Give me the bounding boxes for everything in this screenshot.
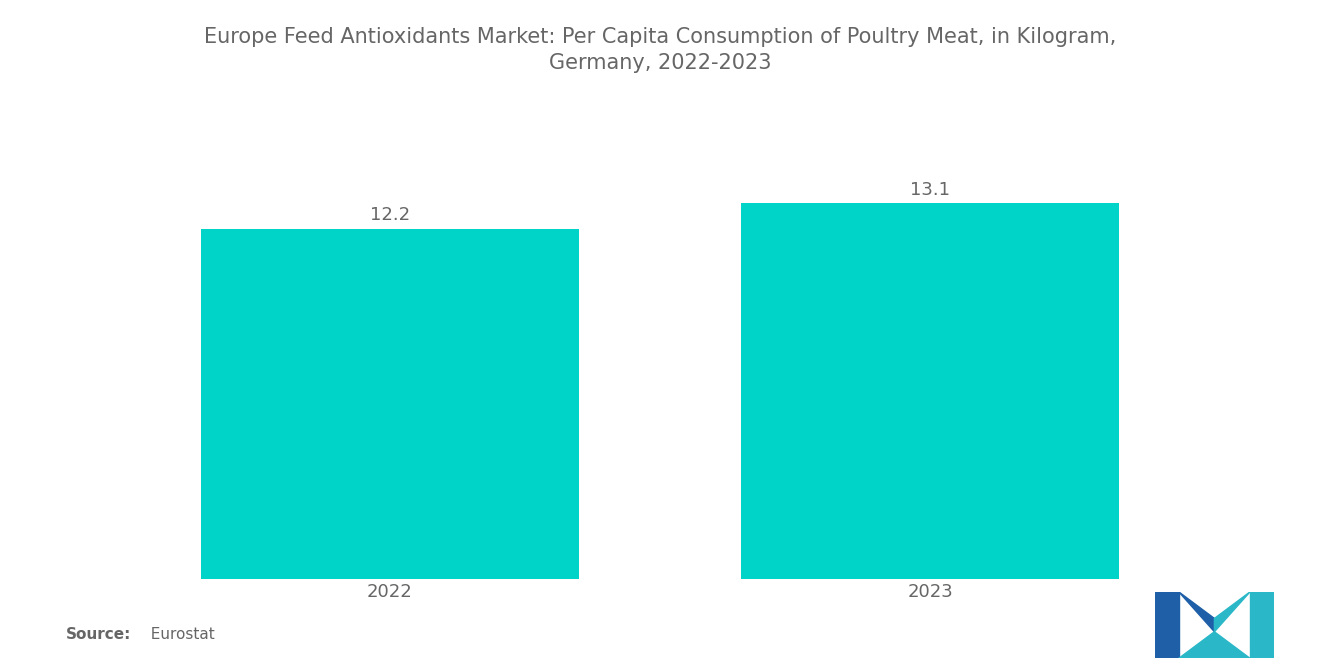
Polygon shape (1155, 592, 1179, 658)
Text: Source:: Source: (66, 626, 132, 642)
Bar (201, 229, 579, 579)
Bar (741, 203, 1119, 579)
Polygon shape (1179, 592, 1214, 632)
Polygon shape (1214, 592, 1250, 632)
Text: 13.1: 13.1 (911, 181, 950, 199)
Text: 12.2: 12.2 (370, 206, 409, 224)
Text: Europe Feed Antioxidants Market: Per Capita Consumption of Poultry Meat, in Kilo: Europe Feed Antioxidants Market: Per Cap… (203, 27, 1117, 73)
Text: Eurostat: Eurostat (141, 626, 215, 642)
Polygon shape (1179, 632, 1250, 658)
Polygon shape (1250, 592, 1274, 658)
